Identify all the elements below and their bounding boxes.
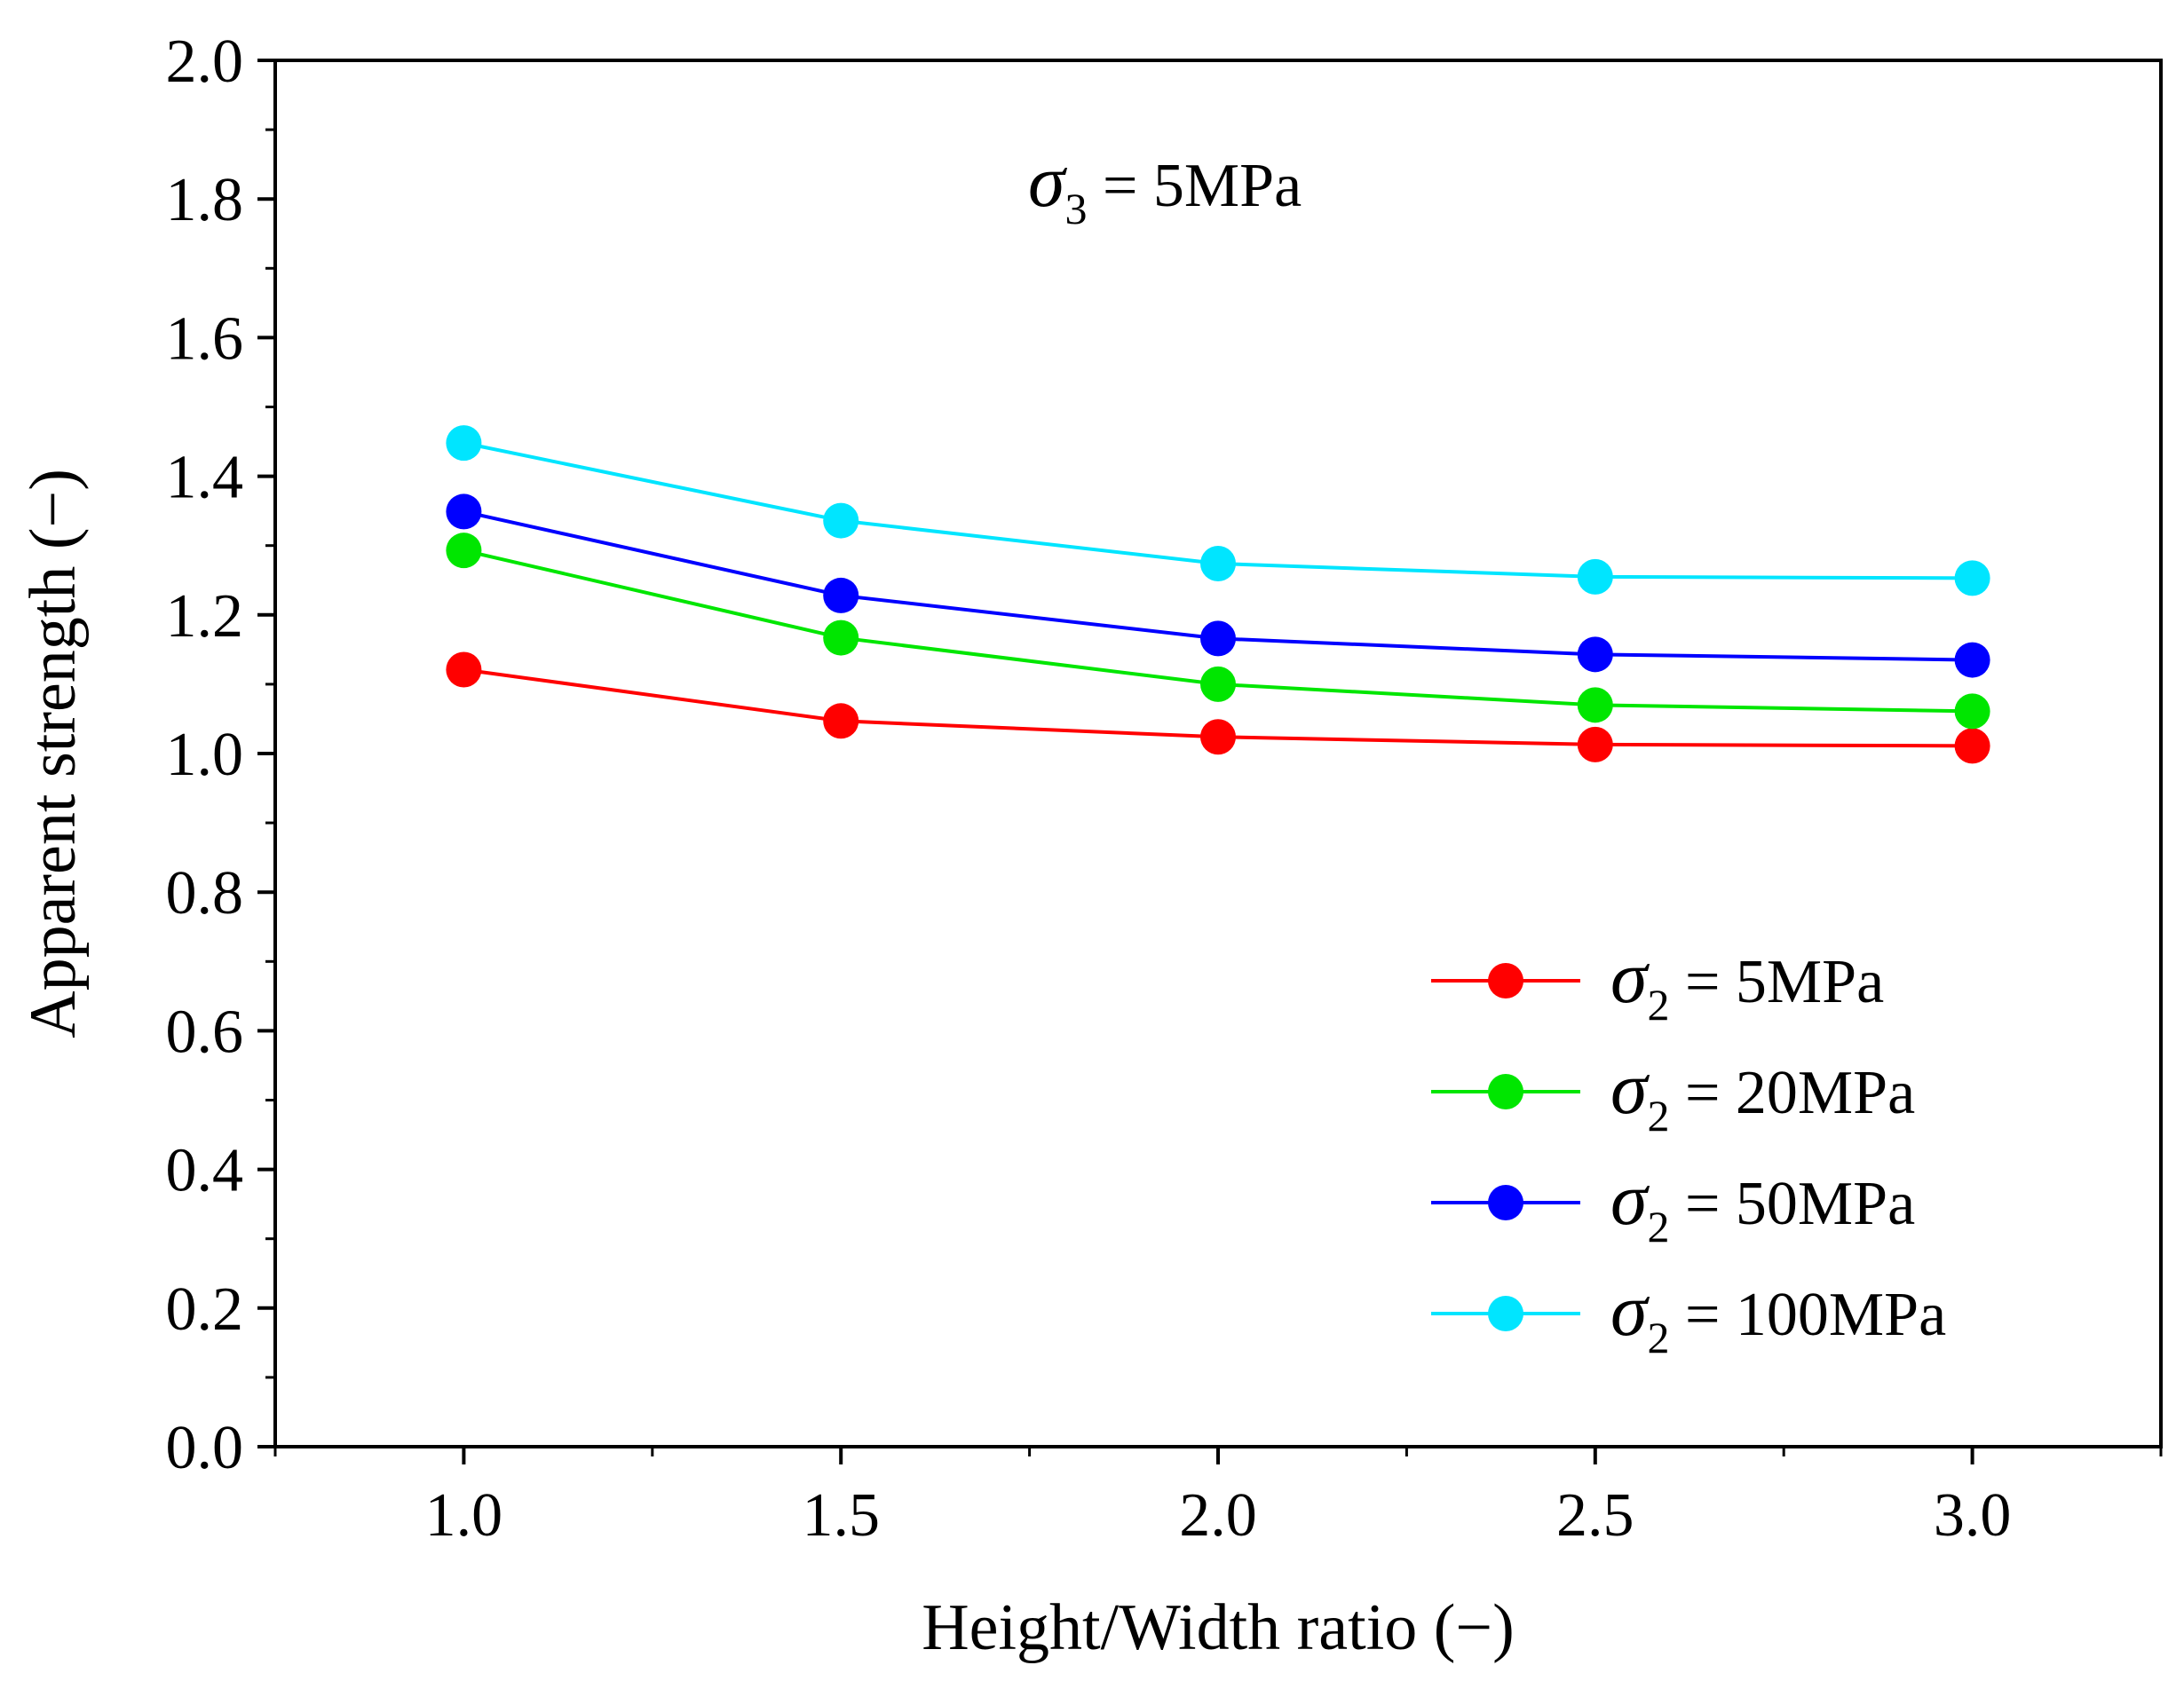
series-5MPa bbox=[446, 651, 1990, 764]
legend-entry-50MPa: σ2 = 50MPa bbox=[1431, 1158, 1915, 1251]
data-point bbox=[1200, 719, 1236, 755]
y-tick-label: 1.2 bbox=[166, 582, 244, 651]
y-axis-title: Apparent strength (−) bbox=[17, 469, 90, 1038]
x-tick-label: 3.0 bbox=[1934, 1481, 2012, 1550]
series-50MPa bbox=[446, 493, 1990, 678]
y-tick-label: 1.0 bbox=[166, 721, 244, 789]
data-point bbox=[1954, 728, 1990, 764]
data-point bbox=[823, 620, 859, 656]
series-100MPa bbox=[446, 425, 1990, 596]
x-axis-title: Height/Width ratio (−) bbox=[922, 1591, 1515, 1664]
legend-entry-5MPa: σ2 = 5MPa bbox=[1431, 936, 1884, 1030]
y-tick-label: 0.0 bbox=[166, 1414, 244, 1482]
legend-marker bbox=[1488, 963, 1523, 998]
data-point bbox=[823, 703, 859, 739]
data-point bbox=[1954, 642, 1990, 678]
data-point bbox=[823, 577, 859, 613]
data-point bbox=[1577, 636, 1613, 673]
legend-marker bbox=[1488, 1074, 1523, 1109]
data-point bbox=[446, 493, 482, 530]
y-tick-label: 0.2 bbox=[166, 1275, 244, 1344]
data-point bbox=[823, 502, 859, 539]
legend-marker bbox=[1488, 1185, 1523, 1220]
data-point bbox=[1200, 546, 1236, 582]
x-tick-label: 2.0 bbox=[1179, 1481, 1257, 1550]
data-point bbox=[1577, 687, 1613, 723]
data-point bbox=[1577, 726, 1613, 762]
legend: σ2 = 5MPa σ2 = 20MPa σ2 = 50MPa σ2 = 100MPa bbox=[1431, 936, 1946, 1362]
x-tick-label: 1.0 bbox=[425, 1481, 503, 1550]
legend-label: σ2 = 50MPa bbox=[1610, 1158, 1915, 1251]
series-20MPa bbox=[446, 533, 1990, 730]
data-point bbox=[1954, 560, 1990, 596]
data-point bbox=[1954, 693, 1990, 730]
legend-label: σ2 = 5MPa bbox=[1610, 936, 1884, 1030]
y-tick-label: 0.4 bbox=[166, 1137, 244, 1205]
data-point bbox=[446, 425, 482, 462]
data-point bbox=[1200, 620, 1236, 657]
legend-entry-100MPa: σ2 = 100MPa bbox=[1431, 1269, 1946, 1362]
y-tick-labels: 0.0 0.2 0.4 0.6 0.8 1.0 1.2 1.4 1.6 1.8 2.0 bbox=[166, 28, 244, 1482]
annotation-sigma3: σ3 = 5MPa bbox=[1028, 140, 1302, 233]
y-tick-label: 0.8 bbox=[166, 859, 244, 927]
data-point bbox=[1577, 558, 1613, 595]
legend-marker bbox=[1488, 1296, 1523, 1331]
axis-ticks bbox=[257, 59, 2163, 1464]
legend-label: σ2 = 100MPa bbox=[1610, 1269, 1946, 1362]
legend-label: σ2 = 20MPa bbox=[1610, 1047, 1915, 1140]
y-tick-label: 1.4 bbox=[166, 444, 244, 512]
data-point bbox=[446, 533, 482, 569]
y-tick-label: 0.6 bbox=[166, 998, 244, 1066]
x-tick-labels: 1.0 1.5 2.0 2.5 3.0 bbox=[425, 1481, 2012, 1550]
y-tick-label: 1.6 bbox=[166, 304, 244, 373]
data-point bbox=[1200, 666, 1236, 702]
x-tick-label: 1.5 bbox=[802, 1481, 880, 1550]
y-tick-label: 2.0 bbox=[166, 28, 244, 96]
series-layer bbox=[446, 425, 1990, 764]
data-point bbox=[446, 651, 482, 688]
y-tick-label: 1.8 bbox=[166, 166, 244, 234]
legend-entry-20MPa: σ2 = 20MPa bbox=[1431, 1047, 1915, 1140]
x-tick-label: 2.5 bbox=[1556, 1481, 1634, 1550]
